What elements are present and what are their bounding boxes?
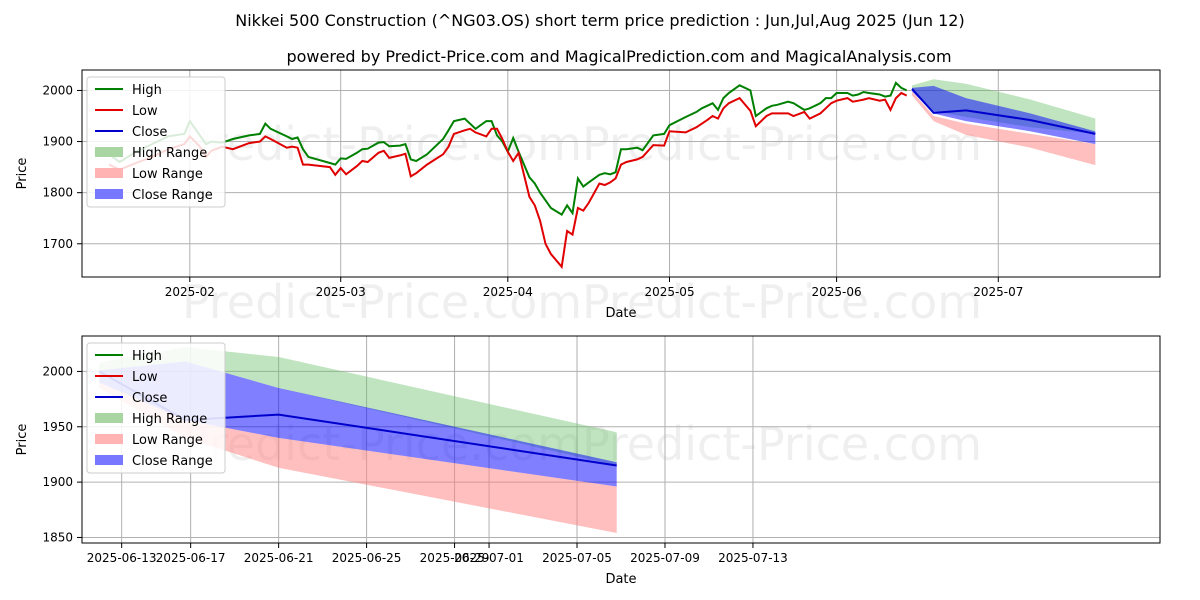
legend-low-range-label: Low Range [132,433,203,448]
x-tick-label: 2025-07-13 [718,551,788,565]
low-range-band [99,382,617,534]
x-tick-label: 2025-07-01 [454,551,524,565]
legend: High Low Close High Range Low Range Close Ran… [86,76,226,208]
x-tick-label: 2025-06-13 [87,551,157,565]
legend-high-range-label: High Range [132,412,207,427]
legend-low-range-label: Low Range [132,167,203,182]
legend-close-range-swatch [95,189,123,199]
x-tick-label: 2025-07-05 [542,551,612,565]
x-tick-label: 2025-07 [973,285,1023,299]
x-axis-label: Date [605,306,636,321]
x-tick-label: 2025-07-09 [630,551,700,565]
y-tick-label: 1850 [42,530,73,544]
x-tick-label: 2025-02 [165,285,215,299]
watermark-text: Predict-Price.com [582,117,982,171]
legend-high-label: High [132,349,162,364]
y-axis-label: Price [15,158,30,190]
legend-close-label: Close [132,125,167,140]
top-price-chart: Predict-Price.com Predict-Price.comPredic… [15,69,1161,329]
watermark-text: Predict-Price.com [182,275,582,329]
y-tick-label: 1800 [42,186,73,200]
legend-close-label: Close [132,391,167,406]
x-tick-label: 2025-06-29 [420,551,490,565]
bottom-forecast-chart: Predict-Price.comPredict-Price.com2025-0… [15,335,1161,587]
x-axis-label: Date [605,572,636,587]
legend-low-label: Low [132,104,158,119]
x-tick-label: 2025-03 [316,285,366,299]
y-tick-label: 1700 [42,237,73,251]
legend-low-range-swatch [95,168,123,178]
x-tick-label: 2025-06-21 [244,551,314,565]
chart-subtitle: powered by Predict-Price.com and Magical… [286,47,951,66]
close-range-band [99,361,617,487]
x-tick-label: 2025-04 [483,285,533,299]
y-tick-label: 2000 [42,364,73,378]
watermark-text: Predict-Price.com [582,275,982,329]
y-tick-label: 1900 [42,475,73,489]
y-tick-label: 2000 [42,83,73,97]
legend: High Low Close High Range Low Range Close Ran… [86,342,226,474]
legend-low-label: Low [132,370,158,385]
legend-close-range-swatch [95,455,123,465]
low-series-line [108,91,908,270]
legend-high-label: High [132,83,162,98]
legend-high-range-swatch [95,147,123,157]
chart-title: Nikkei 500 Construction (^NG03.OS) short… [235,11,964,30]
close-series-line [911,88,1096,135]
x-tick-label: 2025-06-25 [332,551,402,565]
x-tick-label: 2025-05 [644,285,694,299]
legend-high-range-swatch [95,413,123,423]
y-tick-label: 1950 [42,420,73,434]
x-tick-label: 2025-06-17 [156,551,226,565]
legend-high-range-label: High Range [132,146,207,161]
low-range-band [912,91,1096,166]
legend-close-range-label: Close Range [132,454,213,469]
legend-low-range-swatch [95,434,123,444]
axes-frame [81,69,1161,278]
axes-frame [81,335,1161,544]
plot-area [82,70,1160,277]
close-range-band [912,85,1096,145]
legend-close-range-label: Close Range [132,188,213,203]
high-series-line [108,81,908,216]
watermark-text: Predict-Price.com [582,417,982,471]
x-tick-label: 2025-06 [812,285,862,299]
y-axis-label: Price [15,424,30,456]
y-tick-label: 1900 [42,135,73,149]
